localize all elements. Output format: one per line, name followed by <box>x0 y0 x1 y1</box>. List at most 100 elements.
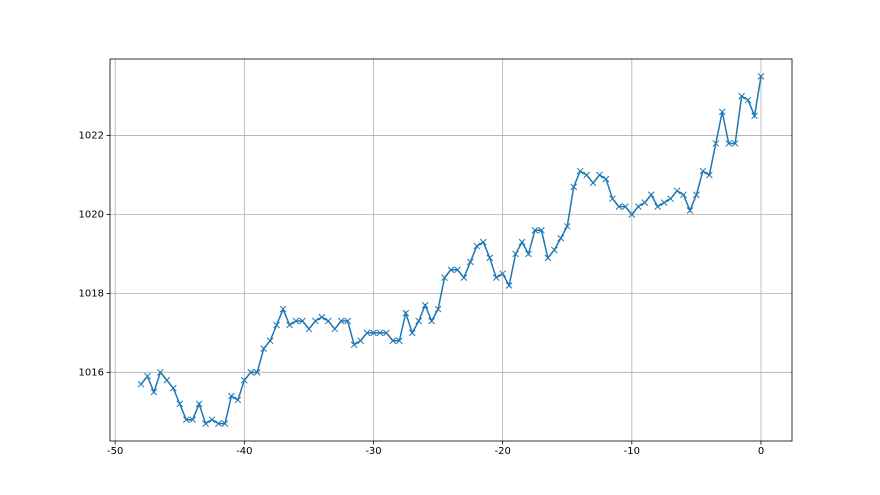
marker <box>705 171 713 179</box>
marker <box>673 187 681 195</box>
marker <box>421 301 429 309</box>
marker <box>189 416 197 424</box>
marker <box>499 270 507 278</box>
marker <box>357 337 364 345</box>
marker <box>337 317 345 325</box>
marker <box>718 108 726 116</box>
x-tick-label: -40 <box>236 446 252 457</box>
marker <box>247 368 255 376</box>
marker <box>654 203 662 210</box>
marker <box>441 274 448 281</box>
x-tick-label: -30 <box>365 446 381 457</box>
x-tick-label: -10 <box>624 446 640 457</box>
marker <box>693 191 700 199</box>
marker <box>163 376 171 384</box>
marker <box>344 317 352 325</box>
marker <box>712 140 720 147</box>
marker <box>376 329 384 337</box>
marker <box>576 167 584 175</box>
marker <box>144 372 151 380</box>
marker <box>570 183 578 191</box>
marker <box>266 337 274 345</box>
marker <box>383 329 390 337</box>
marker <box>550 246 558 254</box>
x-tick-label: -20 <box>494 446 510 457</box>
marker <box>544 254 552 262</box>
marker <box>609 195 616 203</box>
marker <box>751 112 758 120</box>
marker <box>408 329 416 337</box>
marker <box>415 317 423 325</box>
marker <box>486 254 494 262</box>
marker <box>725 140 733 147</box>
marker <box>260 345 268 353</box>
marker <box>447 266 455 274</box>
marker <box>538 226 545 234</box>
marker <box>434 305 442 313</box>
marker <box>647 191 655 199</box>
marker <box>208 416 216 424</box>
marker <box>273 321 280 329</box>
marker <box>253 368 261 376</box>
marker <box>169 384 177 392</box>
marker <box>615 203 623 210</box>
marker <box>215 420 222 427</box>
marker <box>641 199 649 206</box>
marker <box>305 325 313 333</box>
marker <box>350 341 358 349</box>
marker <box>318 313 326 321</box>
x-tick-label: -50 <box>107 446 123 457</box>
marker <box>757 73 765 80</box>
marker <box>531 226 539 234</box>
marker <box>563 222 571 230</box>
marker <box>221 420 229 427</box>
marker <box>312 317 319 325</box>
marker <box>150 388 158 396</box>
marker <box>634 203 642 210</box>
marker <box>680 191 687 199</box>
plot-frame <box>109 58 793 442</box>
marker <box>596 171 603 179</box>
marker <box>686 207 694 214</box>
marker <box>473 242 481 250</box>
marker <box>512 250 519 258</box>
marker <box>660 199 668 206</box>
marker <box>176 400 184 408</box>
marker <box>389 337 397 345</box>
marker <box>622 203 629 210</box>
marker <box>324 317 332 325</box>
marker <box>234 396 242 404</box>
marker <box>137 380 145 388</box>
marker <box>182 416 190 424</box>
x-tick-label: 0 <box>758 446 764 457</box>
marker <box>402 309 410 317</box>
marker <box>240 376 248 384</box>
marker <box>370 329 377 337</box>
marker <box>363 329 371 337</box>
marker <box>557 234 565 242</box>
marker <box>428 317 435 325</box>
marker <box>202 420 209 427</box>
y-tick-label: 1016 <box>79 367 104 378</box>
y-tick-label: 1020 <box>79 209 104 220</box>
marker <box>279 305 287 313</box>
marker <box>667 195 674 203</box>
marker <box>589 179 597 187</box>
marker <box>602 175 610 183</box>
marker <box>518 238 526 246</box>
marker <box>286 321 293 329</box>
y-tick-label: 1022 <box>79 131 104 142</box>
marker <box>583 171 590 179</box>
marker <box>454 266 461 274</box>
marker <box>492 274 500 281</box>
marker <box>460 274 468 281</box>
marker <box>157 368 164 376</box>
marker <box>738 92 745 100</box>
marker <box>395 337 403 345</box>
marker <box>479 238 487 246</box>
marker <box>699 167 707 175</box>
marker <box>731 140 739 147</box>
y-tick-label: 1018 <box>79 288 104 299</box>
